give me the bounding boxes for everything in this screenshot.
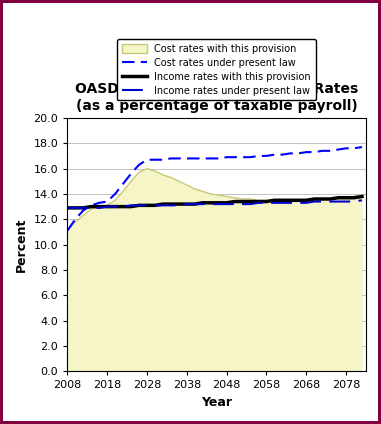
Y-axis label: Percent: Percent [15,218,28,272]
Legend: Cost rates with this provision, Cost rates under present law, Income rates with : Cost rates with this provision, Cost rat… [117,39,316,100]
X-axis label: Year: Year [201,396,232,409]
Title: OASDI Cost Rates and Income Rates
(as a percentage of taxable payroll): OASDI Cost Rates and Income Rates (as a … [75,82,358,112]
